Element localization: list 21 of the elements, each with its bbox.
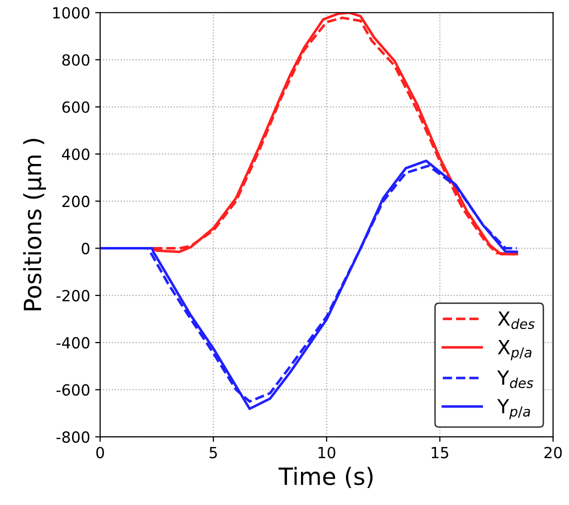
x-tick-label: 5 [210, 447, 217, 458]
y-tick-label: 200 [62, 196, 90, 208]
y-tick-label: 400 [62, 148, 90, 160]
y-tick-label: 1000 [53, 7, 90, 19]
legend-label: X$_{p/a}$ [498, 340, 532, 360]
legend-label: Y$_{des}$ [497, 370, 534, 388]
y-tick-label: -400 [56, 337, 90, 349]
y-tick-label: -200 [56, 290, 90, 302]
x-tick-label: 10 [318, 446, 336, 458]
x-tick-label: 0 [96, 446, 104, 458]
y-tick-label: 800 [62, 54, 90, 66]
x-axis-title: Time (s) [278, 466, 373, 488]
y-tick-label: -600 [56, 384, 90, 396]
x-tick-label: 20 [544, 446, 562, 458]
y-tick-label: 0 [82, 242, 90, 254]
y-tick-label: 600 [62, 101, 90, 113]
x-tick-label: 15 [432, 447, 448, 458]
y-tick-label: -800 [56, 431, 90, 443]
y-axis-title: Positions (μm ) [23, 138, 46, 310]
legend-label: Y$_{p/a}$ [497, 399, 530, 420]
legend-label: X$_{des}$ [498, 311, 535, 330]
